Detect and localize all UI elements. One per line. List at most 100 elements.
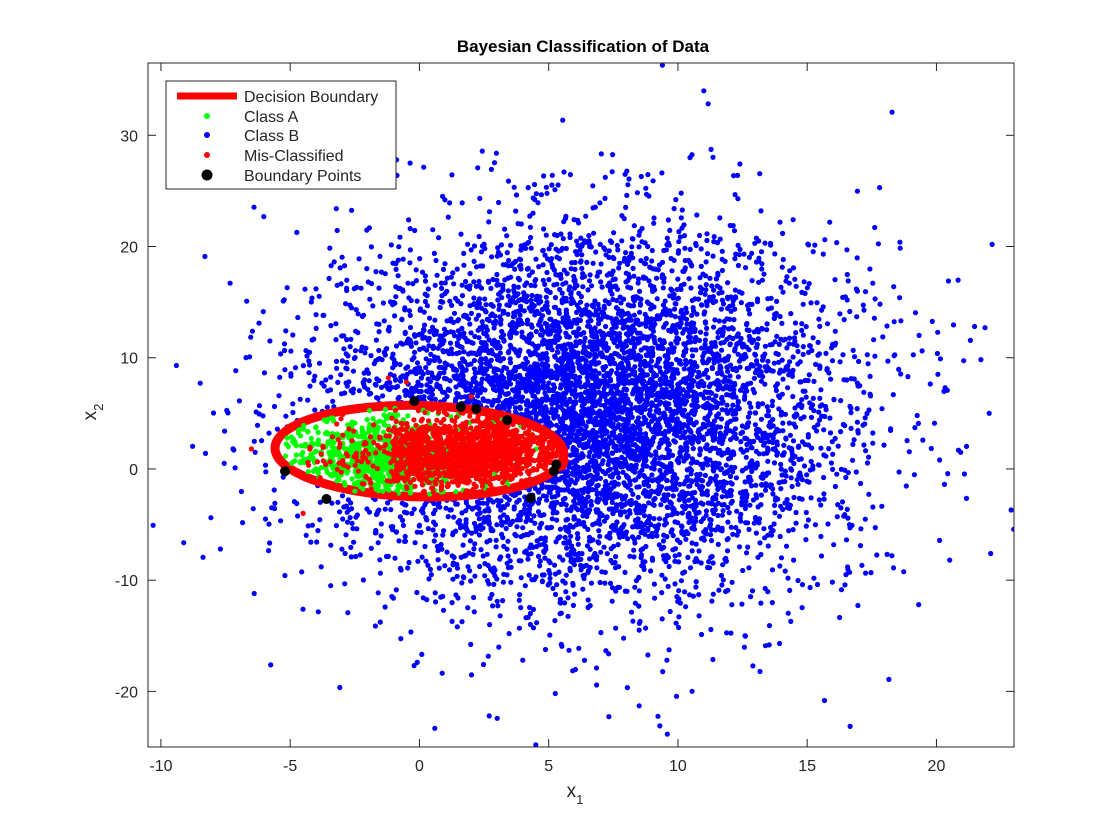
class-b-point	[812, 522, 819, 528]
class-b-point	[372, 623, 378, 629]
class-b-point	[676, 588, 682, 594]
class-b-point	[552, 232, 558, 238]
class-b-point	[561, 169, 567, 175]
class-b-point	[335, 379, 341, 385]
class-b-point	[414, 383, 420, 389]
class-b-point	[376, 378, 382, 384]
class-b-point	[666, 563, 672, 570]
class-b-point	[803, 537, 809, 543]
class-b-point	[579, 494, 585, 501]
class-b-point	[737, 364, 743, 370]
class-b-point	[676, 229, 682, 235]
class-b-point	[416, 522, 423, 528]
class-b-point	[333, 358, 340, 364]
class-b-point	[617, 339, 623, 345]
class-b-point	[317, 517, 323, 523]
class-b-point	[341, 346, 347, 352]
class-b-point	[898, 371, 904, 377]
class-b-point	[756, 279, 762, 285]
class-b-point	[862, 421, 868, 427]
class-b-point	[281, 347, 288, 354]
class-b-point	[490, 276, 496, 283]
class-b-point	[500, 282, 506, 288]
class-b-point	[491, 570, 497, 576]
class-b-point	[710, 591, 716, 597]
class-b-point	[582, 523, 588, 529]
class-b-point	[305, 397, 311, 403]
class-b-point	[730, 326, 736, 332]
class-b-point	[513, 208, 519, 214]
class-b-point	[572, 666, 579, 673]
class-b-point	[577, 247, 583, 253]
class-b-point	[712, 317, 718, 323]
class-b-point	[752, 352, 759, 358]
class-b-point	[731, 317, 737, 323]
class-b-point	[591, 230, 597, 236]
class-b-point	[471, 366, 477, 372]
class-b-point	[493, 544, 499, 550]
class-b-point	[774, 442, 781, 448]
class-b-point	[595, 539, 601, 545]
class-b-point	[646, 300, 652, 307]
class-b-point	[527, 224, 534, 230]
class-b-point	[450, 270, 456, 276]
class-b-point	[549, 182, 555, 188]
class-b-point	[150, 522, 156, 528]
class-b-point	[496, 199, 502, 206]
class-b-point	[520, 525, 526, 531]
class-b-point	[649, 418, 655, 424]
class-b-point	[266, 548, 272, 554]
class-b-point	[688, 460, 694, 466]
class-b-point	[449, 350, 455, 356]
class-b-point	[661, 556, 667, 562]
class-b-point	[416, 332, 422, 338]
class-b-point	[318, 564, 324, 570]
class-b-point	[563, 589, 569, 595]
class-b-point	[603, 398, 610, 404]
class-b-point	[870, 504, 876, 510]
class-b-point	[827, 219, 833, 225]
class-b-point	[505, 263, 511, 269]
class-b-point	[421, 327, 427, 333]
class-b-point	[679, 207, 685, 213]
class-b-point	[492, 320, 498, 326]
class-b-point	[928, 445, 934, 452]
class-b-point	[753, 358, 760, 364]
class-b-point	[365, 279, 371, 285]
class-b-point	[708, 538, 715, 544]
class-b-point	[884, 551, 890, 558]
class-b-point	[260, 413, 266, 419]
class-b-point	[790, 354, 796, 360]
class-b-point	[637, 362, 644, 368]
class-b-point	[555, 349, 561, 355]
class-b-point	[453, 592, 459, 598]
class-b-point	[730, 402, 736, 408]
class-b-point	[844, 271, 850, 278]
class-b-point	[631, 273, 637, 279]
class-b-point	[834, 514, 840, 520]
class-b-point	[586, 344, 592, 350]
class-b-point	[687, 334, 694, 340]
class-b-point	[308, 539, 314, 545]
class-b-point	[978, 357, 984, 363]
class-b-point	[838, 429, 844, 435]
class-b-point	[697, 452, 703, 458]
class-b-point	[515, 284, 521, 290]
class-b-point	[709, 283, 715, 289]
class-b-point	[478, 357, 484, 363]
class-b-point	[758, 416, 765, 422]
class-b-point	[406, 217, 412, 223]
class-b-point	[611, 230, 617, 236]
class-b-point	[602, 195, 608, 201]
class-b-point	[432, 590, 438, 596]
class-b-point	[725, 536, 731, 542]
class-b-point	[616, 265, 622, 271]
class-b-point	[624, 440, 630, 446]
class-b-point	[855, 602, 861, 609]
class-b-point	[756, 451, 762, 457]
class-b-point	[398, 636, 404, 642]
class-b-point	[729, 579, 735, 585]
class-b-point	[757, 668, 763, 675]
class-b-point	[721, 378, 727, 384]
class-b-point	[648, 568, 654, 574]
